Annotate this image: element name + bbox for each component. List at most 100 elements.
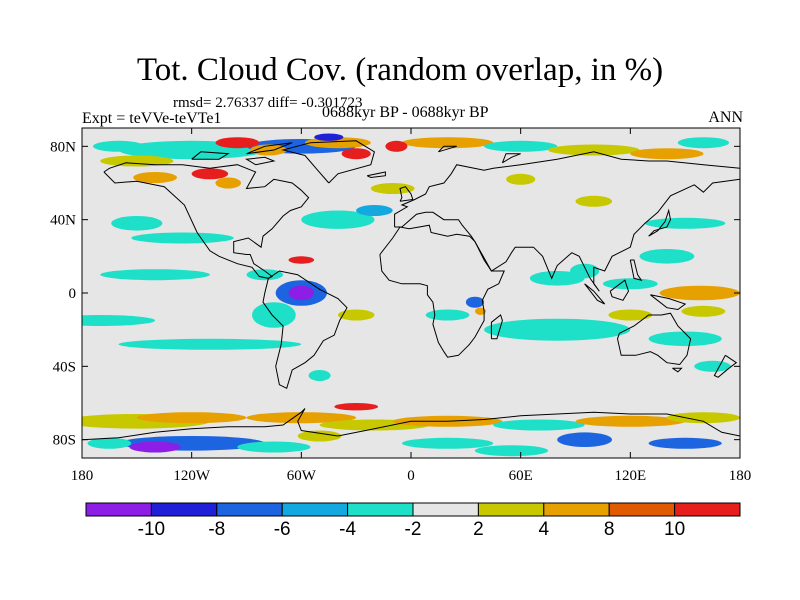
colorbar-swatch (85, 502, 152, 517)
anomaly-patch (111, 216, 163, 231)
colorbar-swatch (674, 502, 741, 517)
anomaly-patch (484, 140, 558, 152)
x-tick-label: 180 (729, 468, 752, 484)
anomaly-patch (308, 370, 331, 381)
anomaly-patch (465, 296, 485, 308)
colorbar-swatch (608, 502, 676, 517)
coastline (672, 367, 683, 373)
anomaly-patch (337, 309, 375, 321)
x-tick-label: 180 (71, 468, 94, 484)
anomaly-patch (215, 137, 260, 149)
anomaly-patch (215, 177, 241, 189)
anomaly-patch (288, 256, 315, 264)
coastline (244, 156, 276, 166)
anomaly-patch (602, 278, 658, 290)
coastline (262, 270, 348, 390)
map-title: Tot. Cloud Cov. (random overlap, in %) (136, 52, 664, 88)
colorbar-swatch (477, 502, 545, 517)
anomaly-patch (659, 285, 740, 301)
coastline (650, 294, 687, 311)
coastline (629, 259, 643, 282)
anomaly-patch (645, 217, 726, 229)
colorbar-swatch (412, 502, 479, 517)
anomaly-patch (475, 307, 486, 315)
anomaly-patch (575, 195, 613, 207)
anomaly-patch (401, 137, 494, 149)
anomaly-patch (246, 412, 357, 424)
anomaly-patch (570, 263, 600, 279)
colorbar-label: 4 (539, 519, 550, 540)
map-background (82, 128, 740, 458)
anomaly-patch (557, 432, 612, 448)
x-tick-label: 0 (407, 468, 415, 484)
y-tick-label: 0 (69, 286, 77, 302)
y-tick-label: 80S (53, 433, 76, 449)
coastline (438, 145, 457, 153)
colorbar: -10 -8 -6 -4 -2 2 4 8 10 (85, 502, 741, 540)
coastline (191, 151, 230, 160)
anomaly-patch (666, 412, 740, 424)
coastline (379, 224, 505, 358)
anomaly-patch (648, 437, 722, 449)
anomaly-patch (548, 144, 640, 156)
anomaly-patch (301, 210, 375, 229)
coastline (648, 208, 672, 237)
coastline (399, 186, 414, 202)
coastline (584, 283, 606, 305)
colorbar-swatch (281, 502, 349, 517)
period-label: 0688kyr BP - 0688kyr BP (322, 104, 489, 121)
anomaly-patch (314, 133, 344, 141)
anomaly-patch (630, 148, 704, 160)
anomaly-patch (131, 232, 234, 244)
anomaly-patch (694, 360, 731, 372)
anomaly-patch (677, 137, 730, 149)
anomaly-patch (252, 302, 296, 328)
colorbar-swatch (347, 502, 414, 517)
colorbar-label: -10 (138, 519, 165, 540)
x-tick-label: 60E (509, 468, 533, 484)
coastline (366, 171, 386, 179)
coastline (281, 140, 375, 184)
colorbar-label: 8 (604, 519, 615, 540)
anomaly-patch (129, 441, 181, 453)
x-tick-label: 120W (173, 468, 211, 484)
y-tick-label: 40N (50, 213, 76, 229)
anomaly-patch (133, 172, 178, 183)
x-axis: 180 120W 60W 0 60E 120E 180 (71, 128, 752, 484)
anomaly-patch (237, 441, 311, 453)
x-tick-label: 60W (287, 468, 317, 484)
anomaly-patch (370, 183, 415, 194)
colorbar-swatch (543, 502, 610, 517)
anomaly-patch (341, 148, 371, 160)
anomaly-patch (639, 248, 695, 264)
coastline-layer (82, 140, 740, 441)
x-tick-label: 120E (614, 468, 646, 484)
coastline (103, 162, 310, 279)
y-tick-label: 40S (53, 359, 76, 375)
anomaly-patch (297, 430, 342, 442)
anomaly-patch (385, 140, 408, 152)
anomaly-patch (506, 173, 536, 185)
anomaly-patch (136, 412, 247, 424)
season-label: ANN (708, 109, 743, 126)
anomaly-patch (100, 155, 174, 167)
stats-text: rmsd= 2.76337 diff= -0.301723 (173, 95, 363, 111)
anomaly-patch (100, 269, 210, 281)
coastline (713, 354, 738, 378)
coastline (609, 279, 630, 301)
anomaly-patch (93, 140, 145, 152)
anomaly-patch (474, 445, 549, 457)
anomaly-patch (82, 315, 156, 326)
anomaly-patch (334, 403, 379, 411)
anomaly-patch (575, 415, 686, 427)
colorbar-label: -2 (405, 519, 422, 540)
map-panel (81, 127, 741, 459)
coastline (501, 153, 521, 164)
anomaly-patch (648, 331, 722, 347)
anomaly-patch (288, 285, 315, 301)
coastline (82, 408, 740, 441)
anomaly-patch (118, 338, 302, 350)
anomaly-patch (493, 419, 585, 431)
colorbar-label: -4 (339, 519, 356, 540)
anomaly-patch (87, 437, 132, 449)
